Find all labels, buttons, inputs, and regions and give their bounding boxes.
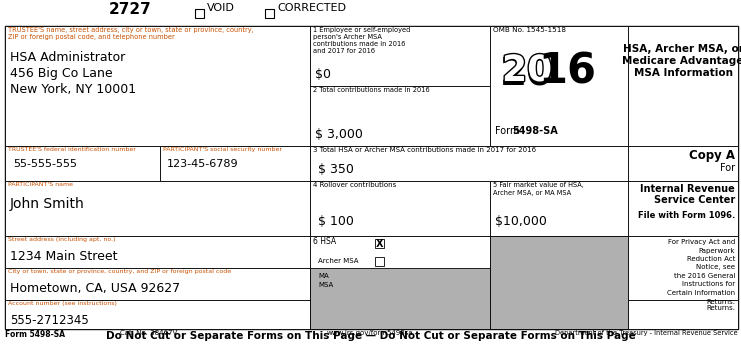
Bar — [310, 181, 490, 236]
Bar — [5, 236, 310, 268]
Text: ZIP or foreign postal code, and telephone number: ZIP or foreign postal code, and telephon… — [8, 34, 175, 40]
Bar — [628, 236, 738, 300]
Bar — [628, 181, 738, 236]
Text: 6 HSA: 6 HSA — [313, 237, 336, 246]
Text: Instructions for: Instructions for — [682, 282, 735, 288]
Text: 2 Total contributions made in 2016: 2 Total contributions made in 2016 — [313, 87, 430, 93]
Text: Cat. No. 38467V: Cat. No. 38467V — [120, 330, 177, 336]
Text: OMB No. 1545-1518: OMB No. 1545-1518 — [493, 27, 566, 33]
Text: John Smith: John Smith — [10, 197, 84, 211]
Text: person's Archer MSA: person's Archer MSA — [313, 34, 382, 40]
Bar — [375, 257, 384, 266]
Text: Form: Form — [495, 126, 522, 136]
Text: MSA: MSA — [318, 282, 333, 288]
Text: 20: 20 — [502, 54, 552, 88]
Text: New York, NY 10001: New York, NY 10001 — [10, 83, 136, 96]
Bar — [5, 26, 738, 329]
Bar — [5, 181, 310, 236]
Text: X: X — [376, 239, 384, 249]
Text: CORRECTED: CORRECTED — [277, 3, 346, 13]
Text: City or town, state or province, country, and ZIP or foreign postal code: City or town, state or province, country… — [8, 269, 231, 274]
Text: Archer MSA, or MA MSA: Archer MSA, or MA MSA — [493, 190, 571, 196]
Text: Returns.: Returns. — [706, 299, 735, 304]
Bar — [5, 26, 310, 146]
Bar — [628, 300, 738, 329]
Text: Internal Revenue: Internal Revenue — [640, 184, 735, 194]
Text: Certain Information: Certain Information — [667, 290, 735, 296]
Text: 456 Big Co Lane: 456 Big Co Lane — [10, 67, 113, 80]
Text: TRUSTEE'S name, street address, city or town, state or province, country,: TRUSTEE'S name, street address, city or … — [8, 27, 253, 33]
Text: 4 Rollover contributions: 4 Rollover contributions — [313, 182, 396, 188]
Text: VOID: VOID — [207, 3, 235, 13]
Text: 16: 16 — [538, 51, 596, 93]
Bar — [310, 236, 490, 300]
Text: Returns.: Returns. — [706, 305, 735, 311]
Text: For Privacy Act and: For Privacy Act and — [668, 239, 735, 245]
Text: Archer MSA: Archer MSA — [318, 258, 359, 264]
Bar — [310, 146, 628, 181]
Bar — [265, 9, 274, 18]
Text: $10,000: $10,000 — [495, 215, 547, 228]
Text: $ 3,000: $ 3,000 — [315, 128, 363, 141]
Bar — [628, 146, 738, 181]
Text: 1 Employee or self-employed: 1 Employee or self-employed — [313, 27, 411, 33]
Bar — [490, 236, 628, 329]
Text: MSA Information: MSA Information — [634, 68, 733, 78]
Text: $ 100: $ 100 — [318, 215, 354, 228]
Text: 20: 20 — [500, 56, 554, 94]
Text: Notice, see: Notice, see — [696, 264, 735, 271]
Bar — [628, 26, 738, 146]
Bar — [5, 300, 310, 329]
Text: Account number (see instructions): Account number (see instructions) — [8, 301, 117, 306]
Text: File with Form 1096.: File with Form 1096. — [638, 211, 735, 220]
Text: 5498-SA: 5498-SA — [512, 126, 558, 136]
Text: 55-555-555: 55-555-555 — [13, 159, 77, 169]
Text: and 2017 for 2016: and 2017 for 2016 — [313, 48, 375, 54]
Text: PARTICIPANT'S social security number: PARTICIPANT'S social security number — [163, 147, 282, 152]
Text: the 2016 General: the 2016 General — [674, 273, 735, 279]
Text: PARTICIPANT'S name: PARTICIPANT'S name — [8, 182, 73, 187]
Text: Street address (including apt. no.): Street address (including apt. no.) — [8, 237, 116, 242]
Text: Paperwork: Paperwork — [699, 247, 735, 254]
Text: Medicare Advantage: Medicare Advantage — [622, 56, 741, 66]
Bar — [195, 9, 204, 18]
Text: Service Center: Service Center — [654, 195, 735, 205]
Text: MA: MA — [318, 273, 329, 279]
Text: 555-2712345: 555-2712345 — [10, 314, 89, 327]
Text: Do Not Cut or Separate Forms on This Page — Do Not Cut or Separate Forms on This: Do Not Cut or Separate Forms on This Pag… — [106, 331, 635, 341]
Text: 2727: 2727 — [109, 2, 151, 17]
Text: $0: $0 — [315, 68, 331, 81]
Text: $ 350: $ 350 — [318, 163, 354, 176]
Bar — [5, 146, 160, 181]
Text: HSA Administrator: HSA Administrator — [10, 51, 125, 64]
Bar — [490, 181, 628, 236]
Text: contributions made in 2016: contributions made in 2016 — [313, 41, 405, 47]
Bar — [5, 268, 310, 300]
Text: Reduction Act: Reduction Act — [687, 256, 735, 262]
Bar — [310, 268, 490, 329]
Text: 3 Total HSA or Archer MSA contributions made in 2017 for 2016: 3 Total HSA or Archer MSA contributions … — [313, 147, 536, 153]
Bar — [160, 146, 310, 181]
Bar — [375, 272, 384, 281]
Bar — [375, 239, 384, 248]
Text: For: For — [720, 163, 735, 173]
Text: 1234 Main Street: 1234 Main Street — [10, 250, 118, 263]
Text: 5 Fair market value of HSA,: 5 Fair market value of HSA, — [493, 182, 584, 188]
Text: www.irs.gov/form5498sa: www.irs.gov/form5498sa — [327, 330, 413, 336]
Text: HSA, Archer MSA, or: HSA, Archer MSA, or — [622, 44, 741, 54]
Text: Copy A: Copy A — [689, 149, 735, 162]
Text: TRUSTEE'S federal identification number: TRUSTEE'S federal identification number — [8, 147, 136, 152]
Bar — [310, 26, 490, 86]
Text: Form 5498-SA: Form 5498-SA — [5, 330, 65, 339]
Text: 123-45-6789: 123-45-6789 — [167, 159, 239, 169]
Text: Hometown, CA, USA 92627: Hometown, CA, USA 92627 — [10, 282, 180, 295]
Bar — [490, 26, 628, 146]
Text: 20: 20 — [500, 56, 554, 94]
Bar — [310, 86, 490, 146]
Text: Department of the Treasury - Internal Revenue Service: Department of the Treasury - Internal Re… — [555, 330, 738, 336]
